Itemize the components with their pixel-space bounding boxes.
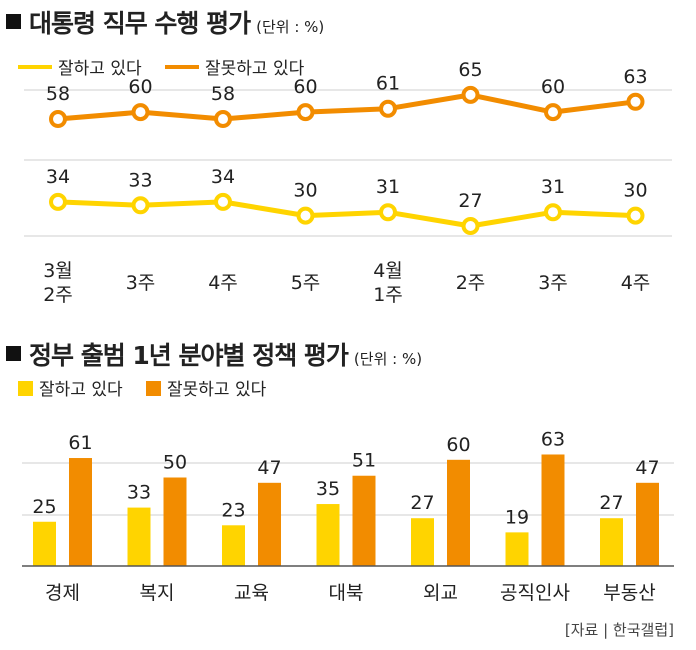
legend-item-disapprove: 잘못하고 있다 (146, 375, 266, 400)
data-label: 61 (376, 73, 400, 95)
legend-swatch-disapprove (165, 65, 200, 69)
bar-approve (222, 525, 245, 566)
x-tick-label: 2주 (456, 272, 486, 294)
bar-disapprove (163, 477, 187, 566)
data-label: 58 (46, 83, 70, 105)
data-label: 47 (635, 457, 659, 479)
x-tick-label: 3주 (538, 272, 568, 294)
bar-approve (33, 521, 56, 566)
data-label: 27 (410, 492, 434, 514)
x-tick-label: 2주 (43, 284, 73, 306)
data-label: 30 (623, 180, 647, 202)
data-label: 33 (127, 482, 151, 504)
data-label: 30 (293, 180, 317, 202)
bar-disapprove (352, 475, 376, 566)
data-label: 31 (376, 176, 400, 198)
bar-approve (411, 518, 434, 566)
data-label: 50 (163, 452, 187, 474)
data-point-approve (626, 206, 645, 225)
data-label: 23 (221, 499, 245, 521)
data-point-disapprove (461, 85, 480, 104)
data-label: 19 (505, 506, 529, 528)
data-label: 65 (458, 59, 482, 81)
line-chart-legend: 잘하고 있다 잘못하고 있다 (18, 54, 322, 79)
legend-swatch-disapprove (146, 381, 162, 396)
bar-chart-unit: (단위 : %) (353, 350, 423, 368)
data-label: 25 (32, 496, 56, 518)
x-tick-label: 대북 (329, 582, 364, 604)
series-line-disapprove (57, 92, 636, 122)
data-label: 60 (541, 76, 565, 98)
bar-approve (600, 518, 623, 566)
data-label: 60 (128, 76, 152, 98)
data-point-approve (461, 217, 480, 235)
data-label: 34 (46, 166, 70, 188)
data-point-approve (214, 192, 232, 211)
x-tick-label: 4주 (208, 272, 238, 294)
data-label: 51 (352, 450, 376, 472)
data-label: 47 (257, 457, 281, 479)
data-point-approve (544, 203, 562, 222)
legend-item-approve: 잘하고 있다 (18, 54, 142, 79)
legend-item-approve: 잘하고 있다 (18, 375, 123, 400)
bar-disapprove (258, 482, 281, 566)
bar-approve (316, 504, 340, 566)
data-point-disapprove (544, 103, 562, 122)
x-tick-label: 5주 (291, 272, 321, 294)
x-tick-label: 1주 (373, 284, 403, 306)
data-point-disapprove (49, 110, 67, 129)
legend-item-disapprove: 잘못하고 있다 (165, 54, 304, 79)
series-line-approve (57, 199, 636, 229)
x-tick-label: 복지 (140, 582, 175, 604)
x-tick-label: 외교 (423, 582, 458, 604)
data-label: 33 (128, 169, 152, 191)
data-label: 60 (446, 434, 470, 456)
bar-disapprove (541, 454, 565, 566)
line-chart-title: 대통령 직무 수행 평가 (단위 : %) (6, 4, 324, 40)
legend-swatch-approve (18, 381, 33, 396)
x-tick-label: 4월 (373, 260, 403, 282)
data-label: 34 (211, 166, 235, 188)
legend-swatch-approve (18, 65, 52, 69)
data-label: 27 (599, 492, 623, 514)
x-tick-label: 교육 (234, 582, 269, 604)
x-tick-label: 공직인사 (500, 582, 570, 604)
bar-chart-title: 정부 출범 1년 분야별 정책 평가 (단위 : %) (6, 336, 422, 372)
x-tick-label: 경제 (45, 582, 80, 604)
bar-approve (127, 507, 151, 566)
data-label: 27 (458, 190, 482, 212)
data-label: 58 (211, 83, 235, 105)
data-point-disapprove (131, 103, 150, 122)
x-tick-label: 4주 (621, 272, 651, 294)
title-square-icon (6, 14, 21, 29)
data-label: 60 (293, 76, 317, 98)
data-point-disapprove (296, 103, 315, 122)
bar-disapprove (69, 458, 92, 566)
bar-approve (505, 532, 529, 566)
line-chart-unit: (단위 : %) (256, 18, 325, 36)
data-label: 31 (541, 176, 565, 198)
data-point-disapprove (626, 92, 645, 111)
x-tick-label: 3월 (43, 260, 73, 282)
data-point-disapprove (379, 99, 397, 118)
source-note: [자료 | 한국갤럽] (564, 621, 674, 639)
data-point-approve (379, 203, 397, 222)
bar-disapprove (636, 482, 659, 566)
bar-disapprove (447, 459, 470, 566)
data-label: 63 (623, 66, 647, 88)
data-point-disapprove (214, 110, 232, 129)
data-label: 35 (316, 478, 340, 500)
data-label: 63 (541, 428, 565, 450)
data-point-approve (49, 192, 67, 211)
data-label: 61 (68, 432, 92, 454)
data-point-approve (131, 196, 150, 215)
x-tick-label: 3주 (126, 272, 156, 294)
data-point-approve (296, 206, 315, 225)
title-square-icon (6, 346, 21, 361)
bar-chart-legend: 잘하고 있다 잘못하고 있다 (18, 375, 284, 400)
x-tick-label: 부동산 (603, 582, 655, 604)
